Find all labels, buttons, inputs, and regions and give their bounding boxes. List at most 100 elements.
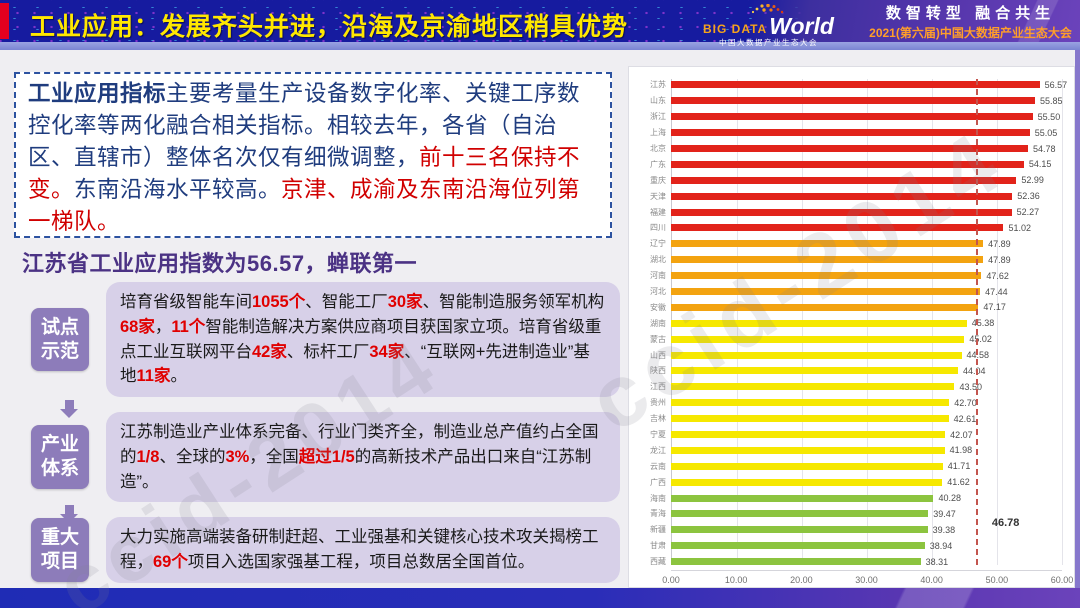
value-bar [671, 145, 1028, 152]
stage-list: 试点 示范 培育省级智能车间1055个、智能工厂30家、智能制造服务领军机构68… [14, 282, 620, 583]
province-label: 西藏 [650, 557, 666, 567]
province-label: 河北 [650, 287, 666, 297]
value-label: 44.58 [966, 350, 990, 361]
x-tick-label: 0.00 [662, 574, 680, 585]
province-label: 浙江 [650, 112, 666, 122]
chart-row: 蒙古 45.02 [637, 331, 1070, 347]
province-label: 河南 [650, 271, 666, 281]
value-bar [671, 129, 1030, 137]
value-label: 45.38 [971, 318, 995, 329]
chart-row: 重庆 52.99 [637, 172, 1070, 188]
value-bar [671, 367, 958, 375]
stage-row-projects: 重大 项目 大力实施高端装备研制赶超、工业强基和关键核心技术攻关揭榜工程，69个… [14, 517, 620, 583]
value-bar [671, 97, 1035, 105]
chart-row: 贵州 42.70 [637, 395, 1070, 411]
x-tick-label: 50.00 [985, 574, 1009, 585]
province-label: 山西 [650, 350, 666, 360]
province-label: 宁夏 [650, 430, 666, 440]
value-bar [671, 319, 967, 327]
chart-row: 四川 51.02 [637, 220, 1070, 236]
conference-slogan-block: 数智转型 融合共生 2021(第六届)中国大数据产业生态大会 [868, 5, 1073, 41]
province-label: 重庆 [650, 175, 666, 185]
value-bar [671, 303, 979, 311]
stage-content-projects: 大力实施高端装备研制赶超、工业强基和关键核心技术攻关揭榜工程，69个项目入选国家… [106, 517, 620, 583]
value-bar [671, 351, 962, 359]
value-label: 47.17 [983, 302, 1006, 313]
value-bar [671, 192, 1013, 200]
logo-world-text: World [769, 13, 834, 39]
value-bar [671, 176, 1017, 184]
province-label: 湖南 [650, 318, 666, 328]
value-label: 38.94 [929, 540, 953, 551]
value-bar [671, 208, 1012, 216]
province-label: 蒙古 [650, 334, 666, 344]
province-index-chart: 江苏 56.57 山东 55.85 浙江 55.50 上海 55.05 北京 54.78 广东 54.… [628, 66, 1075, 588]
value-bar [671, 256, 984, 264]
province-label: 北京 [650, 144, 666, 153]
province-label: 四川 [650, 223, 666, 233]
value-bar [671, 558, 921, 566]
value-bar [671, 542, 925, 550]
chart-row: 龙江 41.98 [637, 442, 1070, 458]
value-label: 55.85 [1039, 95, 1063, 106]
value-label: 39.47 [933, 508, 956, 519]
province-label: 贵州 [650, 398, 666, 408]
value-label: 38.31 [925, 556, 949, 567]
chart-row: 湖北 47.89 [637, 252, 1070, 268]
logo-dots-icon [752, 4, 784, 14]
stage-content-industry: 江苏制造业产业体系完备、行业门类齐全，制造业总产值约占全国的1/8、全球的3%，… [106, 412, 620, 503]
conference-name: 2021(第六届)中国大数据产业生态大会 [869, 25, 1072, 40]
province-label: 江西 [650, 382, 666, 392]
chart-row: 宁夏 42.07 [637, 427, 1070, 443]
value-label: 47.62 [986, 270, 1009, 281]
value-bar [671, 462, 943, 470]
header-bar: 工业应用：发展齐头并进，沿海及京渝地区稍具优势 BIG DATA World 中… [0, 0, 1080, 46]
value-bar [671, 510, 929, 518]
chart-row: 广东 54.15 [637, 156, 1070, 172]
x-tick-label: 10.00 [724, 574, 748, 585]
chart-row: 山东 55.85 [637, 93, 1070, 109]
chart-row: 辽宁 47.89 [637, 236, 1070, 252]
value-label: 52.27 [1016, 207, 1040, 218]
province-label: 广西 [650, 477, 666, 487]
stage-content-pilot: 培育省级智能车间1055个、智能工厂30家、智能制造服务领军机构68家，11个智… [106, 282, 620, 397]
value-label: 45.02 [969, 334, 992, 345]
province-label: 江苏 [650, 80, 666, 90]
province-label: 上海 [650, 128, 666, 138]
arrow-down-icon [60, 400, 78, 418]
value-bar [671, 81, 1040, 89]
stage-label-projects: 重大 项目 [30, 518, 89, 582]
value-bar [671, 272, 982, 280]
value-bar [671, 160, 1024, 168]
value-label: 42.70 [954, 397, 977, 408]
arrow-down-icon [60, 505, 78, 524]
chart-row: 上海 55.05 [637, 125, 1070, 141]
chart-row: 新疆 39.38 [637, 522, 1070, 538]
chart-row: 江西 43.50 [637, 379, 1070, 395]
chart-row: 西藏 38.31 [637, 554, 1070, 570]
value-label: 47.89 [988, 238, 1011, 249]
value-label: 41.98 [949, 445, 973, 456]
province-label: 云南 [650, 461, 666, 471]
chart-row: 海南 40.28 [637, 490, 1070, 506]
chart-xaxis: 0.00 10.00 20.00 30.00 40.00 50.00 60.00 [662, 569, 1073, 588]
chart-row: 江苏 56.57 [637, 77, 1070, 93]
province-label: 山东 [650, 96, 666, 106]
value-label: 41.62 [947, 477, 970, 488]
value-bar [671, 288, 981, 296]
value-bar [671, 431, 946, 439]
intro-text-box: 工业应用指标主要考量生产设备数字化率、关键工序数控化率等两化融合相关指标。相较去… [14, 72, 612, 238]
province-label: 甘肃 [650, 541, 666, 551]
chart-row: 吉林 42.61 [637, 411, 1070, 427]
chart-row: 青海 39.47 [637, 506, 1070, 522]
value-label: 51.02 [1008, 222, 1031, 233]
page-title: 工业应用：发展齐头并进，沿海及京渝地区稍具优势 [30, 13, 629, 41]
province-label: 福建 [650, 207, 666, 217]
province-label: 广东 [650, 159, 666, 169]
chart-row: 福建 52.27 [637, 204, 1070, 220]
chart-row: 天津 52.36 [637, 188, 1070, 204]
value-bar [671, 383, 955, 391]
chart-row: 河北 47.44 [637, 284, 1070, 300]
value-label: 54.78 [1032, 143, 1056, 154]
